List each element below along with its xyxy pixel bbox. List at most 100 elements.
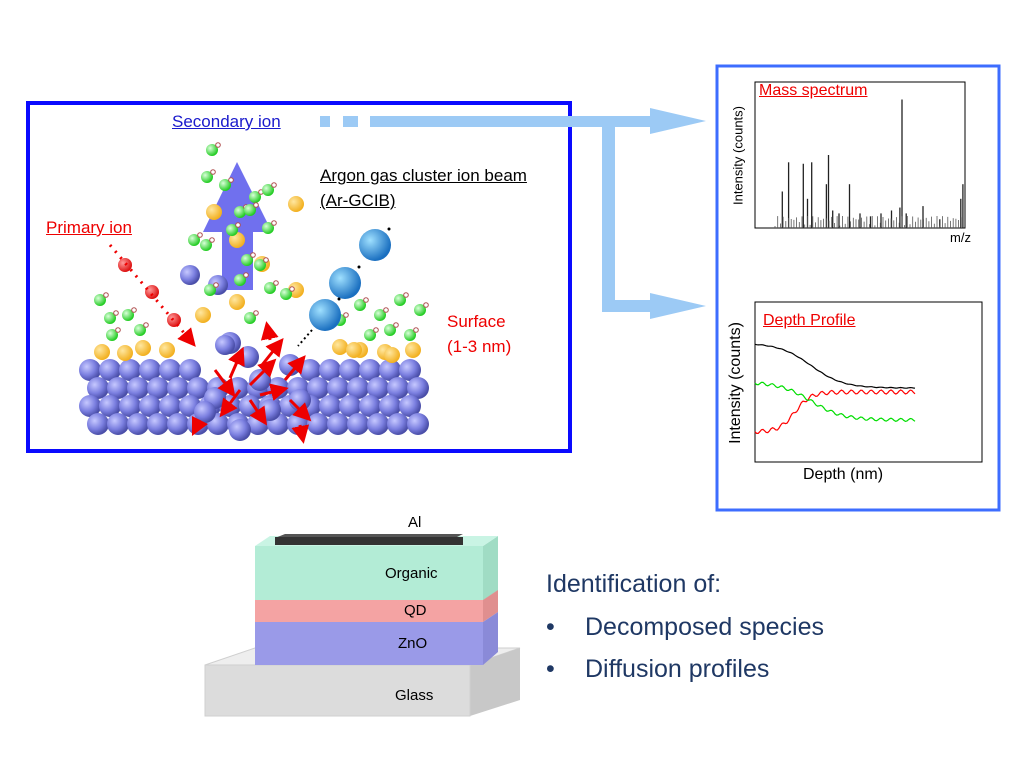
secondary-ion-label: Secondary ion <box>172 112 281 131</box>
argon-cluster <box>309 299 341 331</box>
hydrogen-atom <box>228 177 234 183</box>
organic-molecule-atom <box>280 288 292 300</box>
substrate-atom <box>319 359 341 381</box>
organic-molecule-atom <box>374 309 386 321</box>
cluster-trail-dot <box>387 227 391 231</box>
hydrogen-atom <box>215 142 221 148</box>
surface-molecule-atom <box>195 307 211 323</box>
substrate-atom <box>307 413 329 435</box>
substrate-atom <box>339 395 361 417</box>
substrate-atom <box>387 413 409 435</box>
substrate-atom <box>159 359 181 381</box>
hydrogen-atom <box>210 169 216 175</box>
substrate-atom <box>327 377 349 399</box>
organic-molecule-atom <box>226 224 238 236</box>
organic-molecule-atom <box>134 324 146 336</box>
substrate-atom <box>147 377 169 399</box>
organic-molecule-atom <box>364 329 376 341</box>
hydrogen-atom <box>115 327 121 333</box>
hydrogen-atom <box>343 312 349 318</box>
substrate-atom <box>347 413 369 435</box>
momentum-arrow <box>283 355 306 381</box>
organic-molecule-atom <box>234 274 246 286</box>
substrate-atom <box>387 377 409 399</box>
substrate-atom <box>379 359 401 381</box>
substrate-atom <box>399 395 421 417</box>
analysis-box <box>715 64 1001 512</box>
hydrogen-atom <box>113 310 119 316</box>
hydrogen-atom <box>363 297 369 303</box>
device-stack <box>204 534 521 717</box>
organic-molecule-atom <box>249 191 261 203</box>
secondary-ion-arrow <box>320 108 706 319</box>
surface-molecule-atom <box>94 344 110 360</box>
depth-profile-plot <box>754 301 983 463</box>
hydrogen-atom <box>243 272 249 278</box>
identification-heading: Identification of: <box>546 570 722 598</box>
surface-molecule-atom <box>288 196 304 212</box>
organic-molecule-atom <box>394 294 406 306</box>
organic-molecule-atom <box>262 184 274 196</box>
argon-beam-label: Argon gas cluster ion beam <box>320 166 527 185</box>
organic-molecule-atom <box>241 254 253 266</box>
hydrogen-atom <box>103 292 109 298</box>
hydrogen-atom <box>273 280 279 286</box>
hydrogen-atom <box>235 222 241 228</box>
surface-molecule-atom <box>332 339 348 355</box>
hydrogen-atom <box>393 322 399 328</box>
substrate-atom <box>139 395 161 417</box>
hydrogen-atom <box>373 327 379 333</box>
hydrogen-atom <box>131 307 137 313</box>
substrate-atom <box>367 413 389 435</box>
mass-spectrum-title: Mass spectrum <box>759 82 868 99</box>
hydrogen-atom <box>263 257 269 263</box>
organic-molecule-atom <box>244 204 256 216</box>
argon-cluster <box>329 267 361 299</box>
substrate-atom <box>99 395 121 417</box>
surface-molecule-atom <box>117 345 133 361</box>
surface-molecule-atom <box>405 342 421 358</box>
hydrogen-atom <box>143 322 149 328</box>
organic-molecule-atom <box>354 299 366 311</box>
momentum-arrow <box>191 415 209 437</box>
layer-label-al: Al <box>408 514 422 531</box>
substrate-atom <box>187 377 209 399</box>
hydrogen-atom <box>271 220 277 226</box>
ejected-atom <box>180 265 200 285</box>
surface-molecule-atom <box>229 294 245 310</box>
momentum-arrow <box>259 383 289 401</box>
sputtered-atom <box>194 401 216 423</box>
substrate-atom <box>367 377 389 399</box>
layer-label-qd: QD <box>404 602 427 619</box>
substrate-atom <box>327 413 349 435</box>
hydrogen-atom <box>253 202 259 208</box>
momentum-arrow <box>260 337 284 366</box>
sputtered-atom <box>229 419 251 441</box>
substrate-atom <box>359 359 381 381</box>
organic-molecule-atom <box>234 206 246 218</box>
mass-spectrum-xlabel: m/z <box>950 230 971 245</box>
organic-molecule-atom <box>414 304 426 316</box>
surface-molecule-atom <box>206 204 222 220</box>
sputtering-box <box>26 101 572 453</box>
hydrogen-atom <box>271 182 277 188</box>
cluster-trail-dot <box>337 297 341 301</box>
depth-profile-line <box>754 381 916 423</box>
organic-molecule-atom <box>206 144 218 156</box>
mass-spectrum-plot <box>754 81 966 229</box>
hydrogen-atom <box>197 232 203 238</box>
layer-label-organic: Organic <box>385 565 438 582</box>
surface-molecule-atom <box>159 342 175 358</box>
organic-molecule-atom <box>262 222 274 234</box>
momentum-arrow <box>248 358 277 387</box>
substrate-atom <box>87 377 109 399</box>
substrate-atom <box>127 413 149 435</box>
organic-molecule-atom <box>122 309 134 321</box>
substrate-atom <box>87 413 109 435</box>
identification-item: Diffusion profiles <box>585 655 770 683</box>
cluster-trajectory <box>297 329 313 347</box>
mass-spectrum-ylabel: Intensity (counts) <box>730 106 746 205</box>
substrate-atom <box>127 377 149 399</box>
